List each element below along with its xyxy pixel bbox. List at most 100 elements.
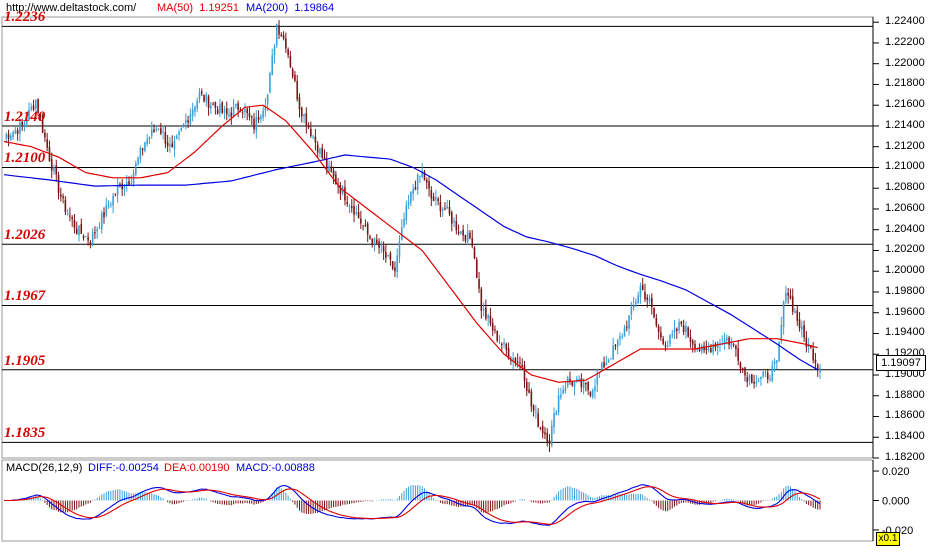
candle-bull (628, 315, 630, 329)
candle-bear (103, 212, 105, 218)
candle-bull (155, 129, 158, 131)
candle-bull (125, 181, 128, 186)
level-label: 1.1967 (4, 288, 46, 305)
candle-bull (264, 105, 267, 111)
candle-bull (416, 174, 419, 190)
candle-bear (382, 246, 385, 252)
candle-bull (396, 255, 399, 272)
macd-axis: 0.0200.000-0.020 (872, 460, 913, 541)
candle-bear (369, 236, 371, 239)
candle-bull (769, 378, 771, 380)
price-tick-label: 1.18800 (885, 388, 925, 401)
candle-bull (223, 109, 226, 113)
candle-bear (505, 343, 508, 350)
candle-bear (753, 381, 755, 384)
candle-bear (366, 223, 369, 235)
candle-bull (146, 138, 148, 144)
candle-bull (66, 213, 69, 215)
candle-bull (219, 104, 221, 114)
candle-bear (430, 190, 433, 199)
candle-bear (212, 103, 214, 105)
level-label: 1.2236 (4, 9, 46, 26)
candle-bull (303, 114, 305, 116)
candle-bear (641, 284, 644, 290)
candle-bear (475, 259, 478, 278)
candle-bear (728, 337, 730, 345)
price-tick-label: 1.21200 (885, 139, 925, 152)
candle-bear (805, 337, 808, 348)
level-label: 1.2100 (4, 150, 46, 167)
candle-bull (96, 228, 98, 232)
candle-bear (546, 432, 549, 443)
candle-bear (644, 291, 646, 300)
candle-bull (605, 362, 608, 366)
candle-bear (737, 348, 739, 361)
price-tick-label: 1.20600 (885, 201, 925, 214)
price-tick-label: 1.18600 (885, 409, 925, 422)
candle-bull (348, 205, 351, 207)
candle-bear (528, 389, 530, 393)
candle-bear (394, 267, 396, 272)
macd-value: MACD:-0.00888 (236, 462, 315, 474)
price-axis (872, 17, 879, 459)
candle-bull (387, 255, 389, 257)
candle-bear (537, 413, 539, 427)
candle-bear (16, 130, 19, 134)
candle-bull (405, 205, 408, 221)
candle-bear (94, 232, 96, 234)
candle-bear (532, 405, 535, 411)
candle-bull (673, 328, 676, 333)
candle-bear (250, 116, 253, 118)
candle-bear (310, 128, 312, 137)
candle-bull (328, 165, 330, 172)
candle-bear (332, 170, 335, 177)
candle-bull (139, 147, 142, 160)
candle-bull (607, 359, 610, 362)
candle-bear (489, 315, 492, 324)
candle-bear (337, 185, 339, 187)
candle-bear (653, 307, 655, 318)
candle-bear (314, 136, 317, 143)
candle-bull (648, 298, 651, 302)
candle-bear (200, 91, 203, 94)
candle-bull (28, 109, 30, 121)
candle-bear (330, 166, 333, 172)
candle-bull (137, 157, 139, 165)
candle-bear (437, 198, 439, 202)
candle-bull (466, 230, 469, 243)
candle-bull (35, 100, 37, 109)
ma200-line (3, 154, 819, 371)
scale-button[interactable]: x0.1 (876, 532, 900, 546)
candle-bull (755, 381, 758, 384)
candle-bear (464, 235, 467, 241)
candle-bear (82, 235, 85, 239)
candle-bear (187, 120, 189, 123)
candle-bear (323, 157, 326, 160)
price-tick-label: 1.21400 (885, 118, 925, 131)
candle-bear (282, 35, 285, 39)
candle-bear (744, 367, 746, 376)
candle-bear (60, 194, 62, 197)
candle-bull (594, 386, 596, 391)
candle-bear (69, 215, 71, 217)
candle-bear (87, 237, 89, 241)
candle-bull (107, 205, 110, 207)
candle-bull (271, 55, 274, 76)
candle-bear (214, 102, 217, 108)
candle-bear (207, 96, 210, 108)
candle-bear (294, 74, 296, 81)
candle-bear (55, 165, 58, 175)
candle-bull (266, 94, 269, 105)
candle-bull (726, 337, 728, 341)
level-label: 1.1905 (4, 352, 46, 369)
candle-bear (346, 201, 349, 204)
candle-bear (521, 364, 524, 367)
candle-bear (539, 427, 542, 429)
candle-bull (312, 136, 314, 138)
candle-bull (410, 191, 412, 203)
candle-bear (316, 144, 319, 153)
candle-bull (612, 345, 614, 360)
candle-bear (21, 121, 23, 125)
candle-bear (391, 261, 394, 269)
candle-bull (112, 195, 114, 206)
